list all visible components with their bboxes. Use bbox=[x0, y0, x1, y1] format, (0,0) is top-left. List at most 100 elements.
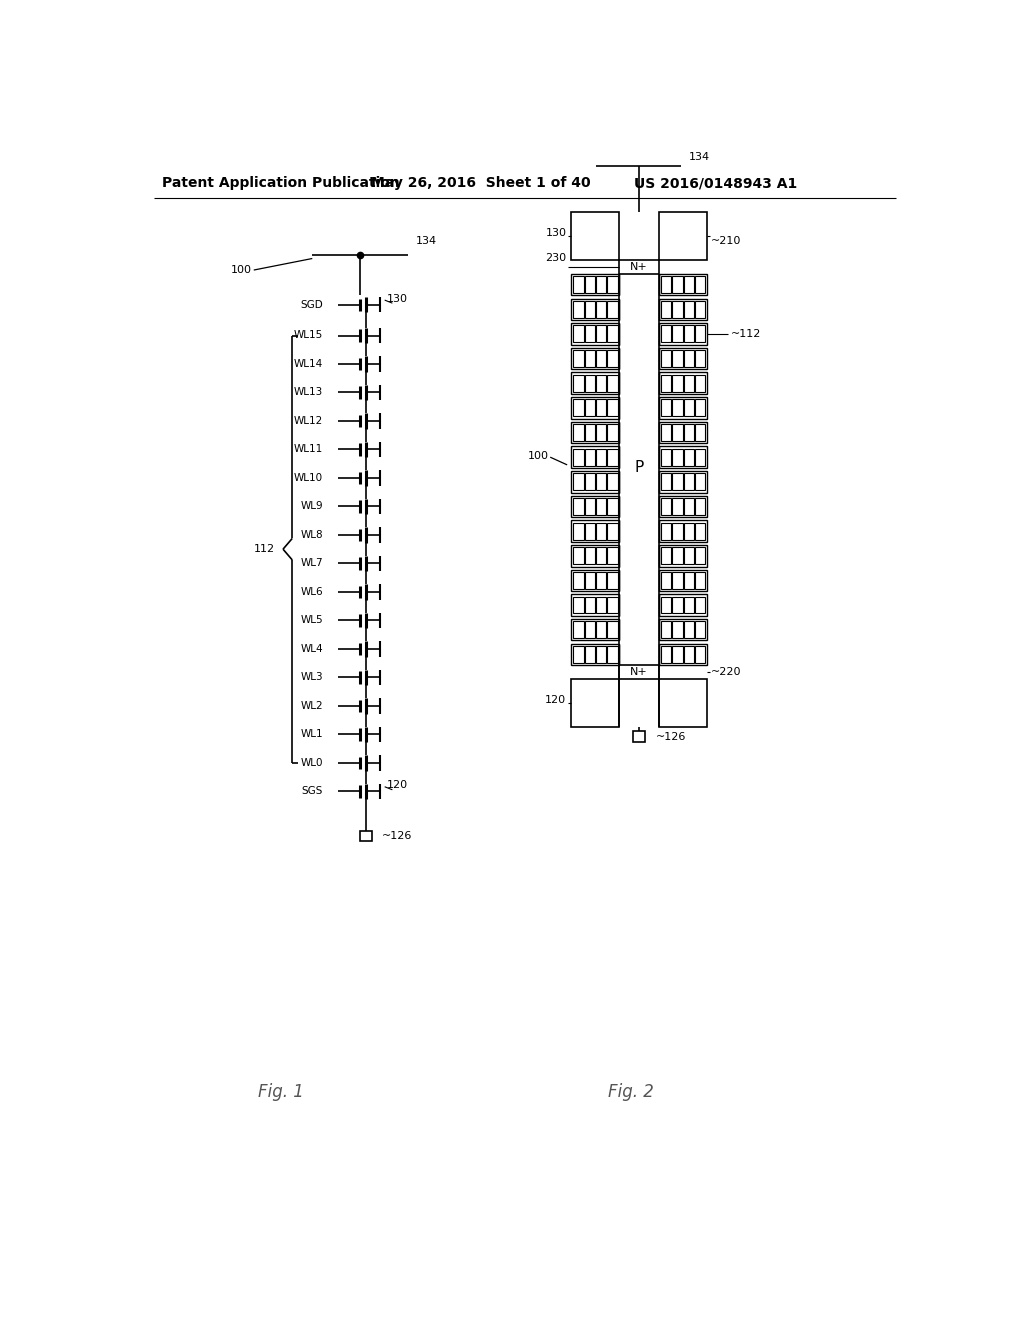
Bar bbox=[585, 523, 595, 540]
Bar bbox=[658, 619, 707, 640]
Bar bbox=[673, 276, 683, 293]
Bar bbox=[585, 622, 595, 638]
Bar bbox=[673, 375, 683, 392]
Bar bbox=[585, 597, 595, 614]
Text: 120: 120 bbox=[387, 780, 409, 791]
Bar bbox=[662, 498, 672, 515]
Bar bbox=[596, 523, 606, 540]
Bar bbox=[596, 474, 606, 490]
Bar bbox=[571, 372, 618, 395]
Text: WL5: WL5 bbox=[300, 615, 323, 626]
Text: ~112: ~112 bbox=[731, 329, 762, 339]
Bar bbox=[596, 400, 606, 416]
Bar bbox=[633, 731, 645, 742]
Text: WL12: WL12 bbox=[294, 416, 323, 426]
Bar bbox=[607, 276, 617, 293]
Bar bbox=[673, 572, 683, 589]
Bar bbox=[596, 597, 606, 614]
Bar bbox=[585, 350, 595, 367]
Bar bbox=[571, 619, 618, 640]
Bar bbox=[695, 375, 706, 392]
Bar bbox=[573, 375, 584, 392]
Bar bbox=[684, 498, 694, 515]
Bar bbox=[571, 422, 618, 444]
Bar bbox=[658, 570, 707, 591]
Bar bbox=[684, 572, 694, 589]
Bar bbox=[658, 275, 707, 296]
Bar bbox=[658, 298, 707, 321]
Bar bbox=[684, 424, 694, 441]
Bar bbox=[573, 400, 584, 416]
Bar bbox=[658, 446, 707, 469]
Bar bbox=[573, 548, 584, 564]
Bar bbox=[684, 449, 694, 466]
Text: Fig. 2: Fig. 2 bbox=[608, 1082, 654, 1101]
Text: ~126: ~126 bbox=[655, 731, 686, 742]
Bar bbox=[658, 678, 707, 726]
Bar bbox=[596, 645, 606, 663]
Bar bbox=[684, 276, 694, 293]
Bar bbox=[662, 375, 672, 392]
Text: 112: 112 bbox=[254, 544, 275, 554]
Bar bbox=[684, 523, 694, 540]
Bar bbox=[662, 523, 672, 540]
Text: ~210: ~210 bbox=[711, 236, 741, 246]
Text: N+: N+ bbox=[630, 261, 647, 272]
Text: US 2016/0148943 A1: US 2016/0148943 A1 bbox=[634, 176, 798, 190]
Bar bbox=[596, 350, 606, 367]
Bar bbox=[695, 400, 706, 416]
Bar bbox=[695, 622, 706, 638]
Bar bbox=[658, 213, 707, 260]
Text: 100: 100 bbox=[230, 265, 252, 275]
Bar bbox=[695, 548, 706, 564]
Bar bbox=[658, 644, 707, 665]
Text: WL9: WL9 bbox=[300, 502, 323, 511]
Bar bbox=[573, 350, 584, 367]
Bar bbox=[607, 449, 617, 466]
Bar bbox=[607, 301, 617, 318]
Bar bbox=[607, 474, 617, 490]
Bar bbox=[585, 326, 595, 342]
Bar bbox=[573, 622, 584, 638]
Text: WL11: WL11 bbox=[294, 445, 323, 454]
Text: SGS: SGS bbox=[302, 787, 323, 796]
Bar bbox=[607, 622, 617, 638]
Bar bbox=[684, 350, 694, 367]
Bar bbox=[573, 597, 584, 614]
Bar bbox=[662, 449, 672, 466]
Text: 100: 100 bbox=[527, 450, 549, 461]
Bar bbox=[662, 474, 672, 490]
Bar bbox=[673, 548, 683, 564]
Text: WL15: WL15 bbox=[294, 330, 323, 341]
Text: WL7: WL7 bbox=[300, 558, 323, 569]
Bar bbox=[662, 572, 672, 589]
Text: WL13: WL13 bbox=[294, 388, 323, 397]
Bar bbox=[596, 301, 606, 318]
Bar bbox=[684, 375, 694, 392]
Bar bbox=[662, 597, 672, 614]
Bar bbox=[673, 597, 683, 614]
Bar bbox=[684, 548, 694, 564]
Bar bbox=[658, 520, 707, 543]
Bar bbox=[658, 545, 707, 566]
Bar bbox=[571, 545, 618, 566]
Bar bbox=[571, 298, 618, 321]
Bar bbox=[658, 496, 707, 517]
Bar bbox=[662, 400, 672, 416]
Bar bbox=[662, 301, 672, 318]
Text: ~220: ~220 bbox=[711, 667, 741, 677]
Bar bbox=[684, 326, 694, 342]
Bar bbox=[607, 597, 617, 614]
Bar bbox=[673, 645, 683, 663]
Text: P: P bbox=[634, 459, 643, 475]
Bar bbox=[573, 645, 584, 663]
Bar bbox=[695, 645, 706, 663]
Bar bbox=[571, 471, 618, 492]
Bar bbox=[571, 397, 618, 418]
Bar bbox=[573, 523, 584, 540]
Text: 134: 134 bbox=[416, 236, 436, 246]
Bar bbox=[658, 397, 707, 418]
Bar bbox=[571, 678, 618, 726]
Bar bbox=[684, 597, 694, 614]
Bar bbox=[607, 548, 617, 564]
